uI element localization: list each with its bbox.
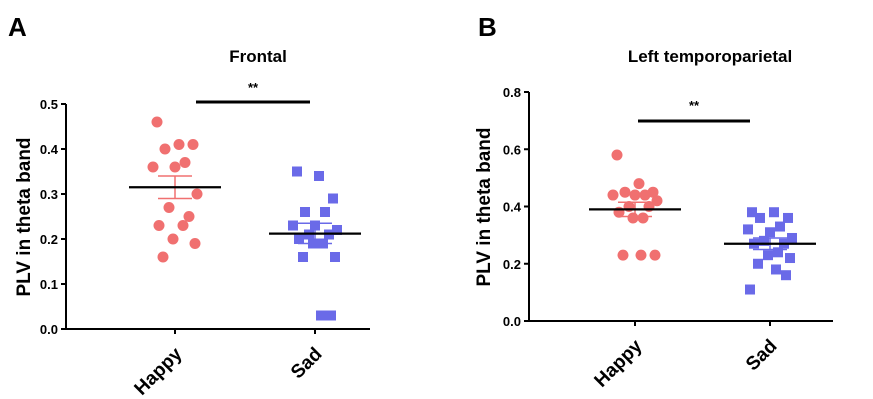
data-point-happy bbox=[617, 249, 629, 261]
chart-title: Frontal bbox=[229, 47, 287, 66]
y-tick-label: 0.0 bbox=[40, 322, 58, 337]
data-point-happy bbox=[627, 212, 639, 224]
data-point-sad bbox=[755, 212, 765, 223]
data-point-happy bbox=[637, 212, 649, 224]
y-tick-label: 0.0 bbox=[503, 314, 521, 329]
data-point-sad bbox=[781, 270, 791, 281]
data-point-happy bbox=[173, 139, 185, 150]
significance-stars: ** bbox=[689, 98, 700, 113]
data-point-sad bbox=[775, 221, 785, 232]
data-point-sad bbox=[298, 252, 308, 262]
data-point-happy bbox=[183, 211, 195, 222]
data-point-sad bbox=[292, 166, 302, 177]
data-point-sad bbox=[314, 171, 324, 181]
data-point-sad bbox=[771, 264, 781, 275]
data-point-sad bbox=[743, 224, 753, 235]
data-point-happy bbox=[649, 249, 661, 261]
y-tick-label: 0.2 bbox=[503, 257, 521, 272]
data-point-happy bbox=[191, 188, 203, 200]
data-point-sad bbox=[326, 310, 336, 321]
data-point-happy bbox=[187, 139, 199, 150]
data-point-happy bbox=[629, 189, 641, 201]
y-tick-label: 0.8 bbox=[503, 85, 521, 100]
y-tick-label: 0.6 bbox=[503, 142, 521, 157]
y-tick-label: 0.2 bbox=[40, 232, 58, 247]
data-point-sad bbox=[773, 247, 783, 258]
data-point-sad bbox=[318, 238, 328, 249]
data-point-sad bbox=[753, 258, 763, 269]
data-point-sad bbox=[308, 238, 318, 249]
data-point-happy bbox=[151, 116, 163, 128]
data-point-sad bbox=[785, 253, 795, 264]
data-point-sad bbox=[783, 212, 793, 223]
data-point-sad bbox=[763, 250, 773, 261]
data-point-happy bbox=[189, 238, 201, 249]
data-point-sad bbox=[310, 220, 320, 231]
data-point-happy bbox=[167, 233, 179, 245]
data-point-happy bbox=[169, 161, 181, 173]
data-point-sad bbox=[300, 207, 310, 217]
panel-label: B bbox=[478, 12, 497, 42]
x-tick-label-happy: Happy bbox=[131, 343, 187, 399]
y-tick-label: 0.4 bbox=[503, 200, 522, 215]
data-point-happy bbox=[619, 186, 631, 198]
data-point-sad bbox=[294, 234, 304, 244]
data-point-sad bbox=[765, 227, 775, 238]
y-tick-label: 0.5 bbox=[40, 97, 58, 112]
data-point-happy bbox=[153, 220, 165, 231]
data-point-happy bbox=[635, 249, 647, 261]
data-point-sad bbox=[745, 284, 755, 295]
data-point-sad bbox=[316, 310, 326, 321]
x-tick-label-happy: Happy bbox=[591, 335, 647, 391]
data-point-happy bbox=[639, 189, 651, 201]
data-point-sad bbox=[747, 207, 757, 218]
y-axis-label: PLV in theta band bbox=[474, 127, 495, 286]
x-tick-label-sad: Sad bbox=[742, 336, 781, 375]
data-point-happy bbox=[611, 149, 623, 161]
chart-title: Left temporoparietal bbox=[628, 47, 792, 66]
data-point-sad bbox=[288, 220, 298, 231]
data-point-sad bbox=[330, 252, 340, 262]
significance-stars: ** bbox=[248, 80, 259, 95]
y-tick-label: 0.4 bbox=[40, 142, 59, 157]
panel-label: A bbox=[8, 12, 27, 42]
data-point-happy bbox=[157, 251, 169, 263]
data-point-happy bbox=[177, 220, 189, 231]
data-point-sad bbox=[759, 235, 769, 246]
data-point-sad bbox=[787, 232, 797, 243]
data-point-happy bbox=[163, 202, 175, 213]
y-tick-label: 0.1 bbox=[40, 277, 58, 292]
data-point-happy bbox=[159, 143, 171, 155]
data-point-happy bbox=[651, 195, 663, 207]
data-point-sad bbox=[320, 207, 330, 217]
data-point-happy bbox=[179, 157, 191, 168]
data-point-happy bbox=[607, 189, 619, 201]
data-point-sad bbox=[769, 207, 779, 218]
y-axis-label: PLV in theta band bbox=[14, 137, 35, 296]
x-tick-label-sad: Sad bbox=[287, 344, 326, 383]
data-point-sad bbox=[328, 193, 338, 204]
data-point-happy bbox=[147, 161, 159, 173]
y-tick-label: 0.3 bbox=[40, 187, 58, 202]
data-point-sad bbox=[332, 225, 342, 235]
data-point-happy bbox=[633, 178, 645, 190]
